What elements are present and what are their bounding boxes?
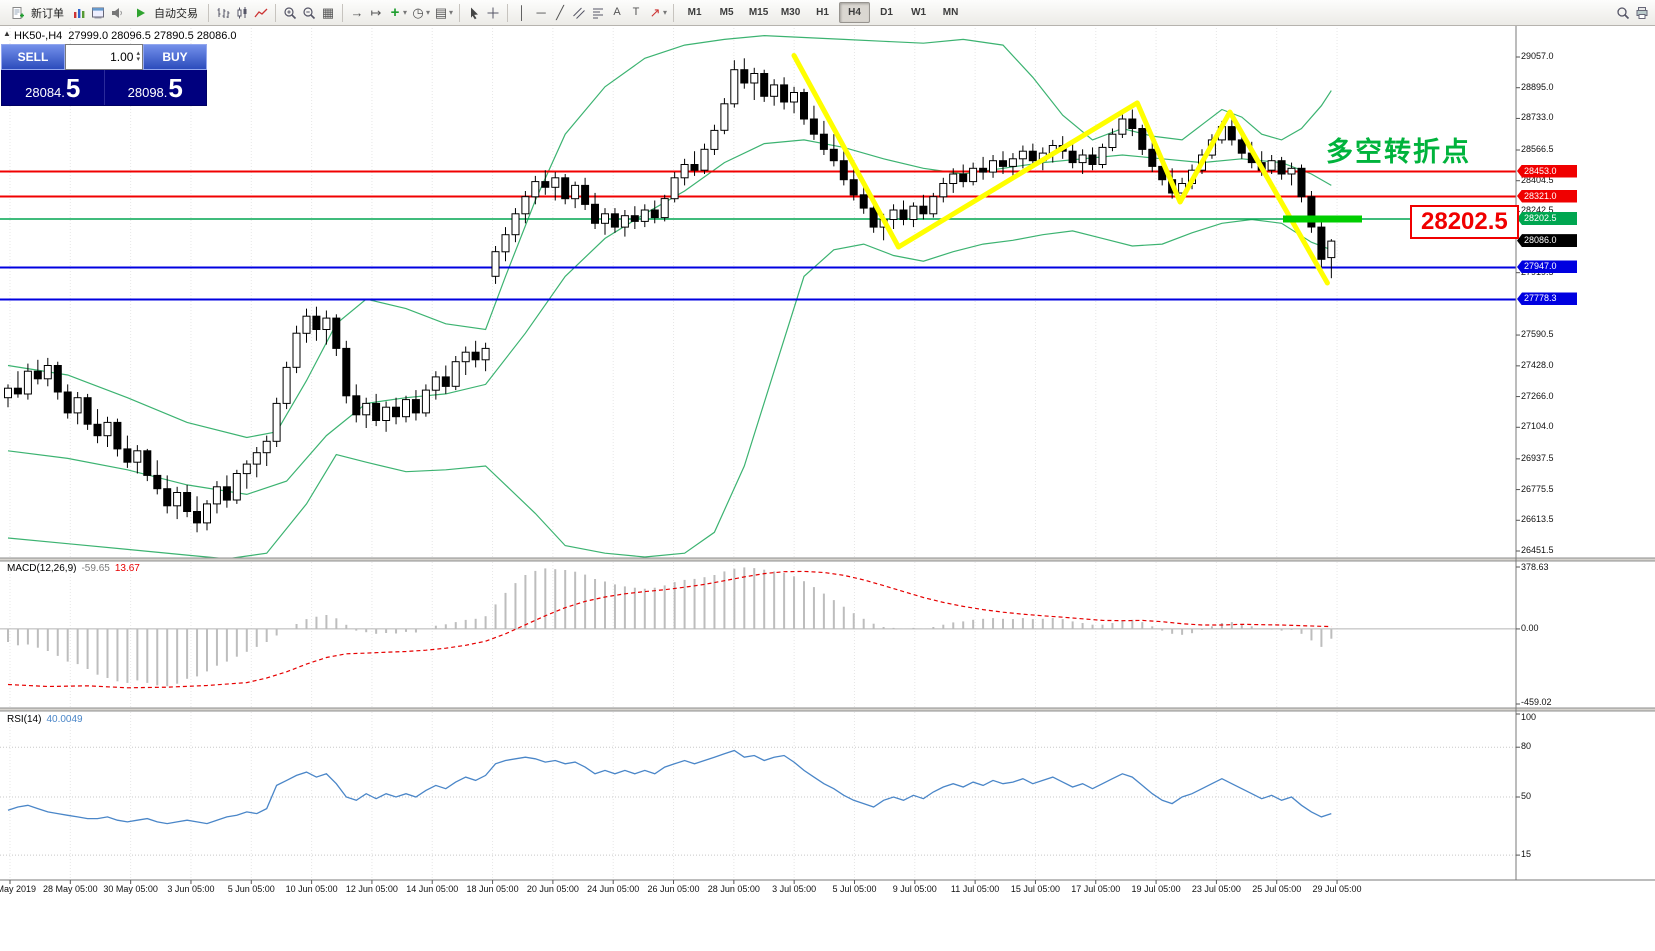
chart-annotation-text: 多空转折点 — [1326, 137, 1471, 167]
sell-price-small: 28084. — [25, 84, 65, 100]
fibonacci-icon[interactable] — [589, 4, 607, 22]
chevron-down-icon[interactable]: ▾ — [449, 8, 454, 17]
volume-value: 1.00 — [110, 50, 134, 64]
toolbar-separator — [673, 3, 675, 22]
data-window-icon[interactable] — [89, 4, 107, 22]
autotrading-label: 自动交易 — [154, 7, 198, 20]
timeframe-w1[interactable]: W1 — [911, 7, 927, 18]
rsi-indicator-label: RSI(14) 40.0049 — [7, 714, 83, 725]
macd-name: MACD(12,26,9) — [7, 563, 77, 574]
search-icon[interactable] — [1614, 4, 1632, 22]
timeframe-d1[interactable]: D1 — [880, 7, 893, 18]
symbol-period-label: HK50-,H4 — [14, 30, 63, 42]
period-clock-icon[interactable]: ◷ — [412, 5, 424, 20]
buy-price[interactable]: 28098. 5 — [105, 70, 207, 105]
horizontal-line-icon[interactable]: ─ — [536, 5, 546, 20]
market-watch-icon[interactable] — [70, 4, 88, 22]
sell-price-big: 5 — [65, 72, 81, 103]
macd-indicator-label: MACD(12,26,9) -59.65 13.67 — [7, 563, 140, 574]
timeframe-h4[interactable]: H4 — [839, 2, 871, 23]
bar-chart-icon[interactable] — [214, 4, 232, 22]
crosshair-icon[interactable] — [484, 4, 502, 22]
toolbar-separator — [342, 3, 343, 22]
buy-button[interactable]: BUY — [143, 44, 207, 70]
price-callout-box: 28202.5 — [1410, 205, 1519, 239]
volume-down-icon[interactable]: ▾ — [136, 56, 140, 63]
toolbar: 新订单 自动交易 ▦ → ↦ + ▾ ◷ ▾ ▤ ▾ │ ─ — [0, 0, 1655, 26]
sell-button[interactable]: SELL — [1, 44, 65, 70]
timeframe-m15[interactable]: M15 — [748, 7, 769, 18]
new-order-button[interactable]: 新订单 — [4, 3, 69, 23]
text-icon[interactable]: A — [613, 6, 621, 18]
buy-price-small: 28098. — [127, 84, 168, 100]
chevron-down-icon[interactable]: ▾ — [426, 8, 431, 17]
zoom-out-icon[interactable] — [300, 4, 318, 22]
sound-icon[interactable] — [108, 4, 126, 22]
rsi-value: 40.0049 — [46, 714, 83, 725]
macd-main-value: -59.65 — [81, 563, 110, 574]
timeframe-h1[interactable]: H1 — [816, 7, 829, 18]
chart-shift-icon[interactable]: ↦ — [370, 5, 382, 20]
one-click-trading-panel: SELL 1.00 ▴ ▾ BUY 28084. 5 28098. 5 — [1, 44, 207, 106]
one-click-panel-toggle-icon[interactable]: ▲ — [3, 29, 11, 38]
candlestick-chart-icon[interactable] — [233, 4, 251, 22]
volume-spinner: ▴ ▾ — [136, 50, 140, 63]
toolbar-separator — [507, 3, 509, 22]
volume-input[interactable]: 1.00 ▴ ▾ — [65, 44, 143, 70]
rsi-name: RSI(14) — [7, 714, 42, 725]
timeframe-m5[interactable]: M5 — [719, 7, 734, 18]
autotrading-button[interactable]: 自动交易 — [127, 3, 203, 23]
vertical-line-icon[interactable]: │ — [517, 5, 527, 20]
timeframe-mn[interactable]: MN — [942, 7, 959, 18]
macd-signal-value: 13.67 — [114, 563, 140, 574]
trendline-icon[interactable]: ╱ — [556, 5, 564, 20]
add-indicator-icon[interactable]: + — [390, 4, 400, 21]
auto-scroll-icon[interactable]: → — [350, 5, 364, 20]
buy-price-big: 5 — [168, 72, 183, 103]
new-order-label: 新订单 — [31, 7, 64, 20]
text-label-icon[interactable]: T — [632, 6, 640, 18]
template-icon[interactable]: ▤ — [434, 5, 448, 20]
toolbar-separator — [459, 3, 461, 22]
toolbar-separator — [208, 3, 209, 22]
chevron-down-icon[interactable]: ▾ — [663, 8, 668, 17]
timeframe-group: M1 M5 M15 M30 H1 H4 D1 W1 MN — [679, 2, 966, 23]
ohlc-values: 27999.0 28096.5 27890.5 28086.0 — [68, 30, 237, 42]
candles — [4, 58, 1336, 533]
autotrading-play-icon — [132, 4, 150, 22]
chevron-down-icon[interactable]: ▾ — [403, 8, 408, 17]
print-icon[interactable] — [1633, 4, 1651, 22]
cursor-icon[interactable] — [465, 4, 483, 22]
volume-up-icon[interactable]: ▴ — [136, 50, 140, 57]
chart-info-line: HK50-,H4 27999.0 28096.5 27890.5 28086.0 — [14, 30, 237, 42]
zoom-in-icon[interactable] — [281, 4, 299, 22]
new-order-icon — [9, 4, 27, 22]
timeframe-m1[interactable]: M1 — [687, 7, 702, 18]
line-chart-icon[interactable] — [252, 4, 270, 22]
arrows-icon[interactable]: ↗ — [649, 5, 661, 20]
channel-icon[interactable] — [570, 4, 588, 22]
toolbar-separator — [275, 3, 276, 22]
tile-windows-icon[interactable]: ▦ — [321, 5, 335, 20]
sell-price[interactable]: 28084. 5 — [2, 70, 105, 105]
timeframe-m30[interactable]: M30 — [780, 7, 801, 18]
